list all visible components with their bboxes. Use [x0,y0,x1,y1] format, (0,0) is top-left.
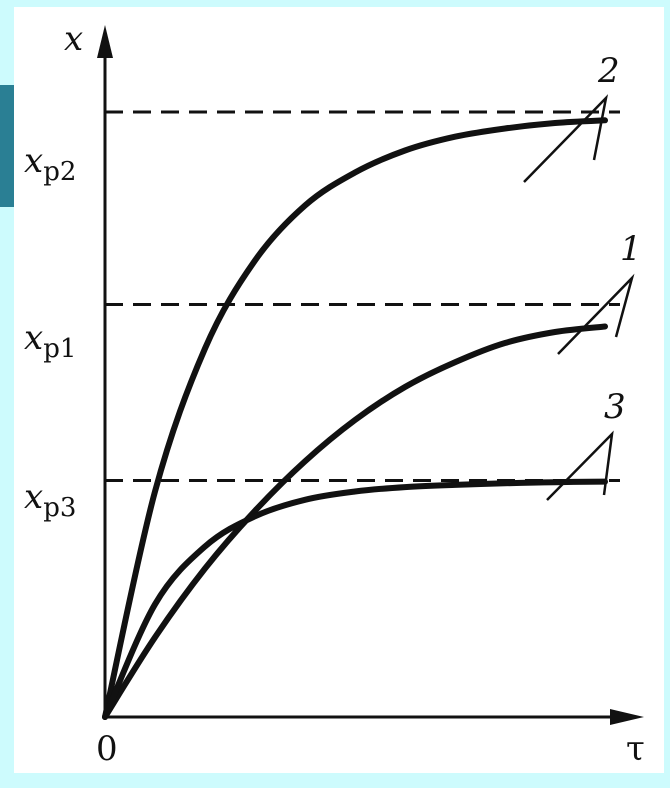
leader-curve-3 [546,430,614,501]
curve-label-1: 1 [620,229,642,269]
x-axis-arrow [610,709,644,725]
curve-label-3: 3 [604,387,626,427]
y-axis-label: x [64,19,83,59]
curve-3 [102,478,608,720]
curve-2 [102,117,608,720]
leader-curve-1 [557,273,635,355]
leader-curve-2 [523,94,609,183]
curve-label-leaders [523,94,635,501]
chart-curves [102,117,608,720]
curve-label-2: 2 [597,51,620,91]
y-axis-arrow [97,25,113,58]
asymptote-label-xp3: xp3 [24,477,76,523]
side-tab-strip [0,85,14,207]
origin-label: 0 [96,729,118,769]
asymptote-label-xp1: xp1 [24,318,76,364]
curve-1 [102,323,608,720]
asymptote-label-xp2: xp2 [24,141,76,187]
x-axis-label: τ [626,729,645,769]
